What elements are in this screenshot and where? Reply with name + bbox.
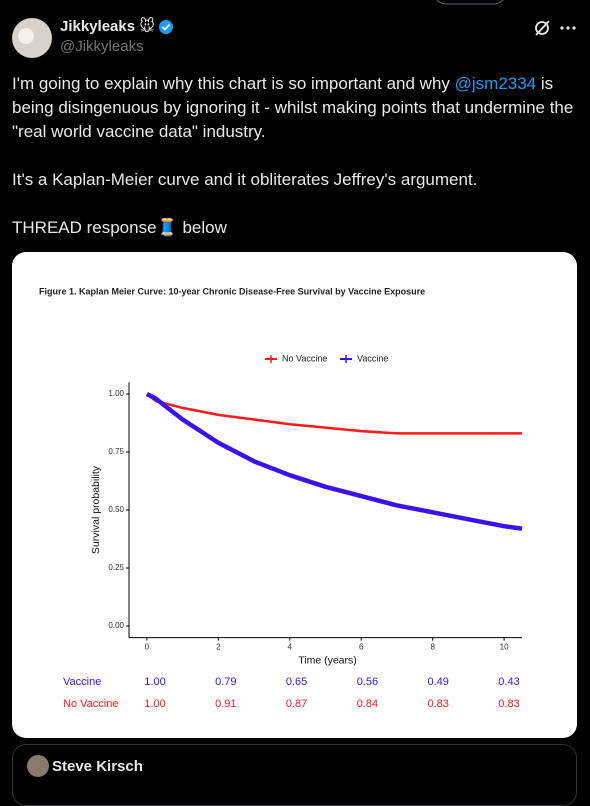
quoted-tweet[interactable] [12,744,577,806]
grok-slash [535,20,550,36]
y-tick-label: 1.00 [108,389,124,398]
legend-label: Vaccine [357,353,388,363]
more-icon[interactable] [560,26,576,30]
verified-check [161,23,171,31]
grok-icon[interactable] [535,21,549,35]
y-axis-label: Survival probability [90,465,102,554]
risk-value: 0.91 [215,698,236,710]
risk-value: 0.56 [357,676,378,688]
chart-title: Figure 1. Kaplan Meier Curve: 10-year Ch… [39,286,425,296]
y-tick-label: 0.50 [108,505,124,514]
risk-value: 0.83 [427,698,448,710]
paragraph: THREAD response🧵 below [12,216,580,240]
risk-value: 0.84 [357,698,378,710]
text: is being disingenuous by ignoring it - w… [12,74,574,141]
risk-value: 0.43 [498,676,519,688]
paragraph: I'm going to explain why this chart is s… [12,72,580,144]
page: Jikkyleaks 🐭 @Jikkyleaks I'm going to ex… [12,0,580,806]
text: THREAD response🧵 below [12,218,227,237]
follow-button[interactable] [434,0,506,5]
paragraph: It's a Kaplan-Meier curve and it obliter… [12,168,580,192]
risk-value: 0.79 [215,676,236,688]
x-tick-label: 2 [216,643,221,652]
risk-value: 0.65 [286,676,307,688]
risk-row-label: No Vaccine [63,698,118,710]
author-handle[interactable]: @Jikkyleaks [60,38,144,55]
quoted-avatar [27,755,49,777]
survival-curve [145,392,523,531]
avatar-shape [18,28,34,44]
mention[interactable]: @jsm2334 [454,74,537,93]
risk-value: 0.49 [427,676,448,688]
text: It's a Kaplan-Meier curve and it obliter… [12,170,478,189]
x-tick-label: 8 [430,643,435,652]
y-tick-label: 0.75 [108,447,124,456]
text: I'm going to explain why this chart is s… [12,74,455,93]
risk-value: 0.83 [498,698,519,710]
x-axis-label: Time (years) [298,654,357,666]
header-icons [12,0,576,58]
chart-image[interactable]: Figure 1. Kaplan Meier Curve: 10-year Ch… [12,252,577,738]
survival-curve [146,393,522,435]
y-tick-label: 0.00 [108,621,124,630]
risk-value: 1.00 [144,698,165,710]
verified-badge [159,20,173,34]
legend-label: No Vaccine [282,353,327,363]
risk-row-label: Vaccine [63,676,101,688]
quoted-name: Steve Kirsch [52,758,143,775]
risk-value: 0.87 [286,698,307,710]
x-tick-label: 10 [500,643,509,652]
x-tick-label: 4 [288,643,293,652]
x-tick-label: 0 [145,643,150,652]
author-name[interactable]: Jikkyleaks 🐭 [60,18,155,35]
y-tick-label: 0.25 [108,563,124,572]
tweet-text: I'm going to explain why this chart is s… [12,72,580,264]
x-tick-label: 6 [359,643,364,652]
risk-value: 1.00 [144,676,165,688]
